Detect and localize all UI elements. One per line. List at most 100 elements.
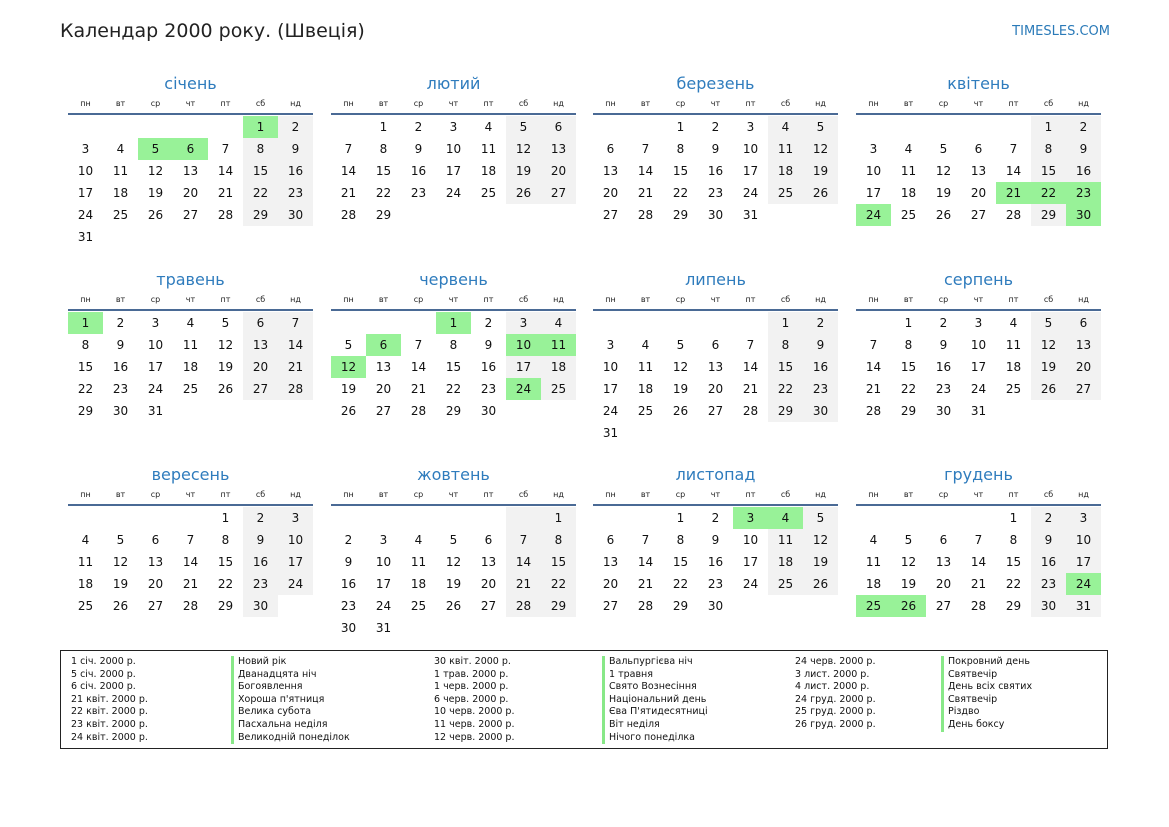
day-cell: 12 (217, 338, 234, 352)
day-cell: 11 (480, 142, 497, 156)
day-cell: 3 (278, 507, 313, 529)
weekday-label: пт (1008, 490, 1019, 499)
day-cell: 7 (974, 533, 983, 547)
site-link[interactable]: TIMESLES.COM (1012, 24, 1110, 39)
day-cell: 9 (243, 529, 278, 551)
day-cell: 20 (970, 186, 987, 200)
day-cell: 4 (81, 533, 90, 547)
legend-date: 1 січ. 2000 р. (71, 656, 136, 667)
day-cell: 8 (243, 138, 278, 160)
day-grid: 1 2 3 4 5 6 7 8 9 10 11 12 13 14 15 16 17 18 19 20 21 22 23 24 2… (331, 116, 576, 226)
empty-cell (628, 116, 663, 138)
day-cell: 19 (445, 577, 462, 591)
day-cell: 26 (445, 599, 462, 613)
day-cell: 29 (672, 208, 689, 222)
day-cell: 21 (340, 186, 357, 200)
day-cell: 20 (935, 577, 952, 591)
day-cell: 20 (480, 577, 497, 591)
day-cell: 22 (243, 182, 278, 204)
day-cell: 10 (147, 338, 164, 352)
day-cell: 17 (602, 382, 619, 396)
day-cell: 25 (182, 382, 199, 396)
day-cell: 14 (1005, 164, 1022, 178)
day-grid: 1 2 3 4 5 6 7 8 9 10 11 12 13 14 15 16 17 18 19 20 21 22 23 24 2… (593, 312, 838, 444)
day-cell: 1 (904, 316, 913, 330)
day-cell: 7 (869, 338, 878, 352)
empty-cell (856, 507, 891, 529)
empty-cell (961, 116, 996, 138)
day-cell: 5 (344, 338, 353, 352)
day-cell: 23 (410, 186, 427, 200)
day-cell: 29 (672, 599, 689, 613)
empty-cell (68, 116, 103, 138)
empty-cell (663, 312, 698, 334)
empty-cell (208, 116, 243, 138)
day-cell: 29 (541, 595, 576, 617)
day-cell: 21 (637, 186, 654, 200)
month-name: травень (156, 270, 225, 289)
day-cell: 7 (186, 533, 195, 547)
legend-dates-3: 24 черв. 2000 р. 3 лист. 2000 р. 4 лист. 2… (795, 656, 876, 732)
weekday-label: вт (640, 490, 651, 499)
day-cell: 6 (484, 533, 493, 547)
month-8: серпень пн вт ср чт пт сб нд 1 2 3 4 5 6 7 8 9 10 11 12 13 14… (856, 268, 1101, 422)
header-divider (68, 309, 313, 311)
day-cell: 22 (768, 378, 803, 400)
weekday-label: пт (483, 295, 494, 304)
day-cell: 24 (742, 186, 759, 200)
day-cell: 5 (676, 338, 685, 352)
day-cell: 11 (410, 555, 427, 569)
empty-cell (593, 507, 628, 529)
day-cell: 15 (243, 160, 278, 182)
weekday-label: ср (413, 490, 424, 499)
weekday-header: пн вт ср чт пт сб нд (331, 292, 576, 307)
empty-cell (961, 507, 996, 529)
day-cell: 8 (1009, 533, 1018, 547)
weekday-label: пн (343, 295, 354, 304)
day-cell: 17 (278, 551, 313, 573)
day-cell: 8 (379, 142, 388, 156)
day-cell: 14 (637, 555, 654, 569)
holiday-day: 4 (768, 507, 803, 529)
day-cell: 22 (77, 382, 94, 396)
weekday-label: вт (378, 490, 389, 499)
weekday-header: пн вт ср чт пт сб нд (856, 487, 1101, 502)
weekday-label: пт (220, 99, 231, 108)
day-cell: 13 (602, 555, 619, 569)
empty-cell (401, 312, 436, 334)
day-cell: 30 (803, 400, 838, 422)
day-cell: 11 (768, 529, 803, 551)
weekday-label: сб (518, 490, 529, 499)
day-cell: 17 (970, 360, 987, 374)
weekday-label: чт (448, 99, 459, 108)
day-cell: 4 (904, 142, 913, 156)
empty-cell (173, 507, 208, 529)
day-cell: 9 (1031, 529, 1066, 551)
day-grid: 1 2 3 4 5 6 7 8 9 10 11 12 13 14 15 16 17 18 19 20 21 22 23 24 2… (856, 312, 1101, 422)
day-cell: 6 (939, 533, 948, 547)
day-grid: 1 2 3 4 5 6 7 8 9 10 11 12 13 14 15 16 17 18 19 20 21 22 23 24 2… (68, 312, 313, 422)
day-cell: 24 (278, 573, 313, 595)
day-cell: 5 (939, 142, 948, 156)
day-cell: 9 (803, 334, 838, 356)
legend-holiday-name: Покровний день (941, 656, 1032, 669)
day-cell: 4 (641, 338, 650, 352)
day-cell: 12 (445, 555, 462, 569)
day-cell: 10 (970, 338, 987, 352)
legend-holiday-name: Богоявлення (231, 681, 350, 694)
weekday-label: вт (115, 490, 126, 499)
day-cell: 16 (1031, 551, 1066, 573)
empty-cell (926, 116, 961, 138)
day-cell: 30 (480, 404, 497, 418)
day-cell: 1 (1031, 116, 1066, 138)
day-cell: 20 (602, 186, 619, 200)
day-cell: 29 (1005, 599, 1022, 613)
day-cell: 27 (480, 599, 497, 613)
day-cell: 24 (602, 404, 619, 418)
weekday-label: сб (1043, 490, 1054, 499)
legend-names-2: Вальпургієва ніч 1 травня Свято Вознесіння… (602, 656, 708, 745)
day-cell: 3 (606, 338, 615, 352)
day-cell: 9 (116, 338, 125, 352)
day-cell: 29 (768, 400, 803, 422)
page-title: Календар 2000 року. (Швеція) (60, 20, 365, 42)
